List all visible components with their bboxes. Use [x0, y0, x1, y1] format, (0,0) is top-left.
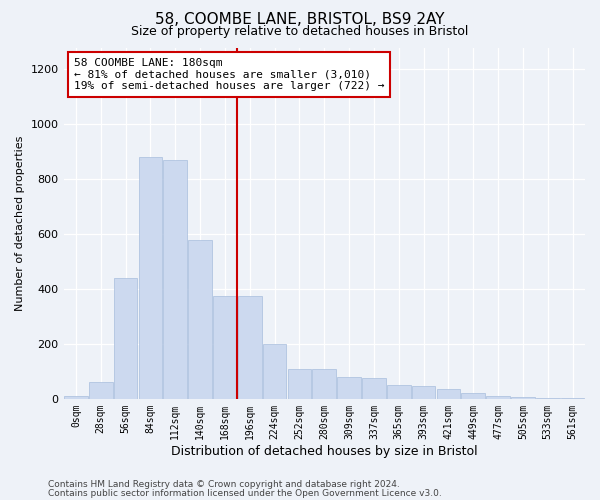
Bar — [238, 296, 262, 399]
Bar — [461, 394, 485, 399]
Bar — [188, 240, 212, 399]
Bar — [213, 296, 237, 399]
Bar — [337, 377, 361, 399]
Text: 58, COOMBE LANE, BRISTOL, BS9 2AY: 58, COOMBE LANE, BRISTOL, BS9 2AY — [155, 12, 445, 28]
Bar — [89, 382, 113, 399]
Bar — [387, 385, 410, 399]
Text: Size of property relative to detached houses in Bristol: Size of property relative to detached ho… — [131, 25, 469, 38]
Bar — [362, 378, 386, 399]
Bar — [64, 396, 88, 399]
Bar — [536, 398, 560, 399]
Text: Contains public sector information licensed under the Open Government Licence v3: Contains public sector information licen… — [48, 488, 442, 498]
Bar — [114, 278, 137, 399]
Bar — [263, 344, 286, 399]
Bar — [561, 398, 584, 399]
Text: Contains HM Land Registry data © Crown copyright and database right 2024.: Contains HM Land Registry data © Crown c… — [48, 480, 400, 489]
Text: 58 COOMBE LANE: 180sqm
← 81% of detached houses are smaller (3,010)
19% of semi-: 58 COOMBE LANE: 180sqm ← 81% of detached… — [74, 58, 385, 91]
Bar — [412, 386, 436, 399]
Bar — [511, 396, 535, 399]
Bar — [437, 388, 460, 399]
X-axis label: Distribution of detached houses by size in Bristol: Distribution of detached houses by size … — [171, 444, 478, 458]
Bar — [486, 396, 510, 399]
Bar — [313, 368, 336, 399]
Bar — [163, 160, 187, 399]
Bar — [139, 158, 162, 399]
Bar — [287, 368, 311, 399]
Y-axis label: Number of detached properties: Number of detached properties — [15, 136, 25, 311]
